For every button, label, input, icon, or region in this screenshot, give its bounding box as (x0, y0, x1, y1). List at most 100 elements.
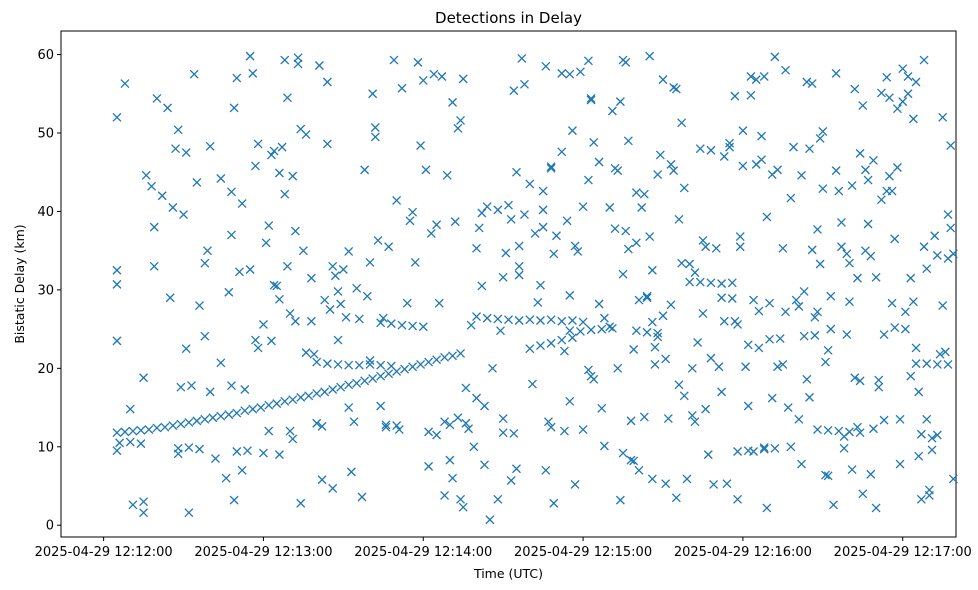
data-point (235, 267, 244, 277)
data-point (685, 259, 695, 269)
data-point (165, 293, 175, 303)
data-point (354, 314, 364, 324)
data-point (498, 428, 508, 438)
data-point (741, 362, 751, 372)
data-point (911, 359, 921, 369)
data-point (384, 369, 394, 379)
data-point (274, 168, 284, 178)
data-point (703, 450, 713, 460)
data-point (725, 138, 735, 148)
data-point (567, 126, 577, 136)
data-point (610, 224, 620, 234)
data-point (416, 359, 426, 369)
data-point (751, 75, 761, 85)
data-point (344, 380, 354, 390)
data-point (810, 312, 820, 322)
data-point (352, 378, 362, 388)
data-point (320, 295, 330, 305)
data-point (815, 134, 825, 143)
data-point (408, 362, 418, 372)
data-point (613, 166, 623, 176)
data-point (690, 268, 700, 278)
data-point (288, 171, 298, 181)
data-point (754, 343, 764, 353)
data-point (594, 299, 604, 309)
data-point (826, 324, 836, 334)
data-point (671, 493, 681, 503)
data-point (642, 291, 652, 301)
y-tick-label: 20 (37, 362, 54, 377)
data-point (179, 210, 188, 220)
data-point (757, 131, 767, 141)
data-point (136, 425, 146, 435)
data-point (773, 362, 782, 372)
data-point (426, 228, 436, 238)
data-point (770, 52, 780, 62)
data-point (288, 395, 298, 405)
data-point (290, 226, 300, 236)
data-point (349, 417, 359, 427)
data-point (181, 344, 191, 354)
data-point (599, 313, 609, 323)
data-point (280, 396, 290, 406)
data-point (669, 83, 679, 92)
y-tick-label: 40 (37, 205, 54, 220)
data-point (695, 277, 705, 287)
data-point (866, 469, 876, 479)
data-point (546, 163, 556, 173)
data-point (847, 465, 857, 474)
data-point (261, 238, 271, 248)
data-point (546, 315, 556, 325)
data-point (237, 199, 247, 209)
data-point (264, 400, 274, 410)
data-point (842, 249, 852, 259)
data-point (344, 246, 354, 256)
data-point (456, 494, 466, 504)
data-point (698, 236, 708, 245)
data-point (296, 498, 306, 508)
data-point (224, 410, 234, 420)
data-point (360, 165, 370, 175)
data-point (360, 376, 370, 386)
data-point (943, 210, 953, 220)
data-point (240, 406, 250, 416)
data-point (312, 357, 322, 367)
data-point (237, 465, 247, 475)
data-point (863, 175, 873, 185)
data-point (839, 443, 849, 453)
data-point (144, 425, 154, 434)
data-point (354, 360, 364, 370)
data-point (445, 455, 455, 465)
data-point (892, 104, 902, 114)
data-point (935, 349, 945, 359)
data-point (301, 130, 311, 140)
data-point (807, 245, 817, 255)
data-point (394, 425, 404, 434)
data-point (911, 343, 921, 353)
data-point (152, 423, 162, 433)
data-point (858, 101, 868, 110)
data-point (647, 265, 657, 275)
data-point (855, 428, 865, 438)
data-point (400, 364, 410, 374)
data-point (312, 418, 322, 428)
data-point (575, 67, 585, 77)
data-point (520, 79, 529, 89)
data-point (184, 508, 194, 518)
data-point (413, 57, 423, 67)
data-point (245, 265, 255, 274)
data-point (626, 416, 636, 426)
data-point (911, 77, 921, 87)
data-point (245, 51, 255, 61)
data-point (200, 258, 210, 268)
data-point (631, 188, 641, 198)
data-point (205, 141, 215, 151)
data-point (922, 414, 932, 424)
data-point (759, 444, 769, 454)
data-point (674, 214, 684, 224)
data-point (322, 359, 332, 369)
data-point (623, 136, 633, 146)
data-point (376, 360, 386, 370)
chart-title: Detections in Delay (435, 9, 582, 27)
data-point (805, 392, 814, 402)
